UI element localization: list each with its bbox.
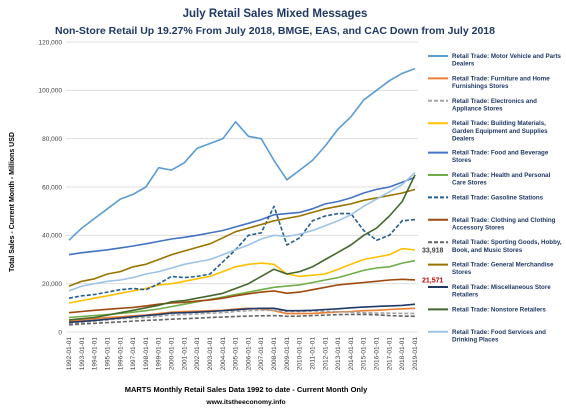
x-tick-label: 2015-01-01 — [361, 337, 368, 371]
x-tick-label: 2014-01-01 — [348, 337, 355, 371]
series-line — [68, 278, 416, 314]
y-tick-label: 100,000 — [39, 88, 63, 95]
y-tick-label: 120,000 — [39, 39, 63, 46]
x-axis-ticks: 1992-01-01 1993-01-01 1994-01-01 1995-01-01… — [66, 337, 419, 371]
y-axis-label: Total Sales - Current Month - Millions U… — [9, 132, 16, 272]
series-lines — [68, 67, 416, 326]
legend-entry: Retail Trade: Clothing and Clothing Acces… — [452, 217, 556, 232]
x-tick-label: 1995-01-01 — [104, 337, 111, 371]
series-line — [68, 176, 416, 256]
gridlines — [66, 41, 418, 333]
series-line — [68, 247, 416, 304]
x-tick-label: 2018-01-01 — [399, 337, 406, 371]
legend-entry: Retail Trade: Food Services and Drinking … — [452, 329, 546, 344]
legend: Retail Trade: Motor Vehicle and Parts Dea… — [428, 53, 562, 343]
x-tick-label: 2012-01-01 — [322, 337, 329, 371]
x-tick-label: 2011-01-01 — [309, 337, 316, 370]
y-axis-ticks: 0 20,000 40,000 60,000 80,000 100,000 120,000 — [39, 39, 63, 336]
x-tick-label: 1998-01-01 — [143, 337, 150, 371]
x-tick-label: 1992-01-01 — [66, 337, 73, 371]
x-tick-label: 1997-01-01 — [130, 337, 137, 371]
y-tick-label: 20,000 — [42, 281, 62, 288]
x-tick-label: 1999-01-01 — [156, 337, 163, 371]
legend-entry: Retail Trade: Building Materials, Garden … — [452, 120, 548, 142]
source-url: www.itstheeconomy.info — [205, 399, 285, 406]
legend-entry: Retail Trade: General Merchandise Stores — [452, 262, 554, 277]
series-line — [68, 174, 416, 321]
y-tick-label: 60,000 — [42, 184, 62, 191]
footer-caption: MARTS Monthly Retail Sales Data 1992 to … — [125, 385, 368, 394]
x-tick-label: 2016-01-01 — [374, 337, 381, 371]
x-tick-label: 2019-01-01 — [412, 337, 419, 371]
annotations: 33,918 21,571 — [422, 248, 444, 285]
x-tick-label: 2017-01-01 — [386, 337, 393, 371]
x-tick-label: 2002-01-01 — [194, 337, 201, 371]
series-line — [68, 205, 416, 299]
legend-entry: Retail Trade: Miscellaneous Store Retaile… — [452, 284, 551, 299]
y-tick-label: 40,000 — [42, 233, 62, 240]
x-tick-label: 1994-01-01 — [92, 337, 99, 371]
x-tick-label: 2005-01-01 — [233, 337, 240, 371]
legend-entry: Retail Trade: Electronics and Appliance S… — [452, 98, 537, 113]
x-tick-label: 2013-01-01 — [335, 337, 342, 371]
x-tick-label: 1996-01-01 — [117, 337, 124, 371]
x-tick-label: 2008-01-01 — [271, 337, 278, 371]
legend-entry: Retail Trade: Nonstore Retailers — [452, 306, 546, 313]
series-line — [68, 67, 416, 241]
chart-subtitle: Non-Store Retail Up 19.27% From July 201… — [55, 25, 495, 37]
series-line — [68, 303, 416, 324]
x-tick-label: 2000-01-01 — [169, 337, 176, 371]
legend-entry: Retail Trade: Health and Personal Care St… — [452, 172, 551, 187]
x-tick-label: 2001-01-01 — [181, 337, 188, 371]
y-tick-label: 80,000 — [42, 136, 62, 143]
x-tick-label: 1993-01-01 — [79, 337, 86, 371]
series-line — [68, 188, 416, 287]
series-line — [68, 313, 416, 326]
x-tick-label: 2003-01-01 — [207, 337, 214, 371]
legend-entry: Retail Trade: Food and Beverage Stores — [452, 150, 549, 165]
annotation-label: 33,918 — [422, 248, 444, 255]
x-tick-label: 2010-01-01 — [297, 337, 304, 371]
x-tick-label: 2004-01-01 — [220, 337, 227, 371]
legend-entry: Retail Trade: Motor Vehicle and Parts Dea… — [452, 53, 562, 68]
x-tick-label: 2006-01-01 — [245, 337, 252, 371]
x-tick-label: 2007-01-01 — [258, 337, 265, 371]
legend-entry: Retail Trade: Gasoline Stations — [452, 194, 544, 201]
chart-title: July Retail Sales Mixed Messages — [183, 8, 368, 20]
annotation-label: 21,571 — [422, 277, 444, 284]
series-line — [68, 171, 416, 292]
x-tick-label: 2009-01-01 — [284, 337, 291, 371]
y-tick-label: 0 — [58, 329, 62, 336]
legend-entry: Retail Trade: Furniture and Home Furnishi… — [452, 75, 550, 90]
series-line — [68, 259, 416, 319]
legend-entry: Retail Trade: Sporting Goods, Hobby, Book… — [452, 239, 562, 254]
series-line — [68, 309, 415, 325]
